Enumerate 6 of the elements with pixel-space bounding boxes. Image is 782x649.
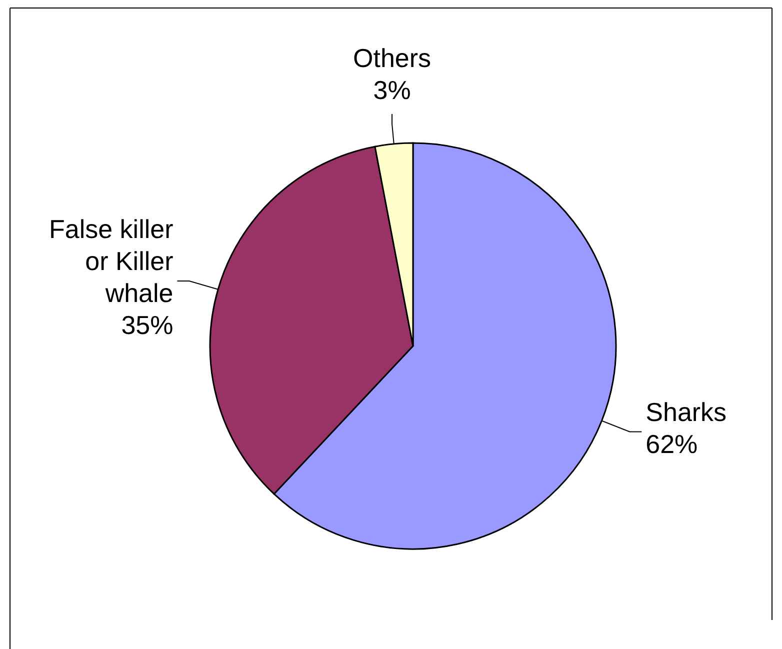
slice-label: Sharks [646,396,727,427]
data-label: 62% [646,428,698,459]
data-label: 35% [121,310,174,340]
slice-label: Others [353,42,432,73]
data-label: 3% [373,74,411,105]
slice-label: False killer or Killer whale [49,214,174,308]
